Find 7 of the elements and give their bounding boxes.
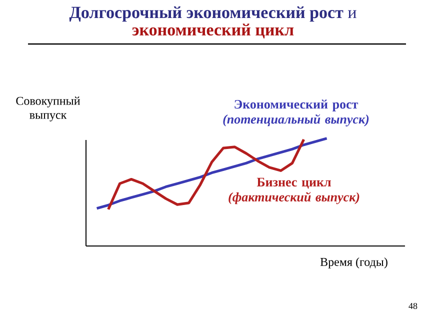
text: Экономический рост (потенциальный выпуск) — [223, 100, 369, 126]
chart-subtitle: экономический цикл — [132, 24, 294, 38]
series-label: Бизнес цикл (фактический выпуск) — [228, 178, 360, 204]
y-axis-title: Совокупный выпуск — [16, 96, 80, 122]
text: 48 — [408, 302, 418, 310]
x-axis-title: Время (годы) — [320, 258, 388, 268]
chart-title: Долгосрочный экономический рост и — [69, 6, 356, 22]
